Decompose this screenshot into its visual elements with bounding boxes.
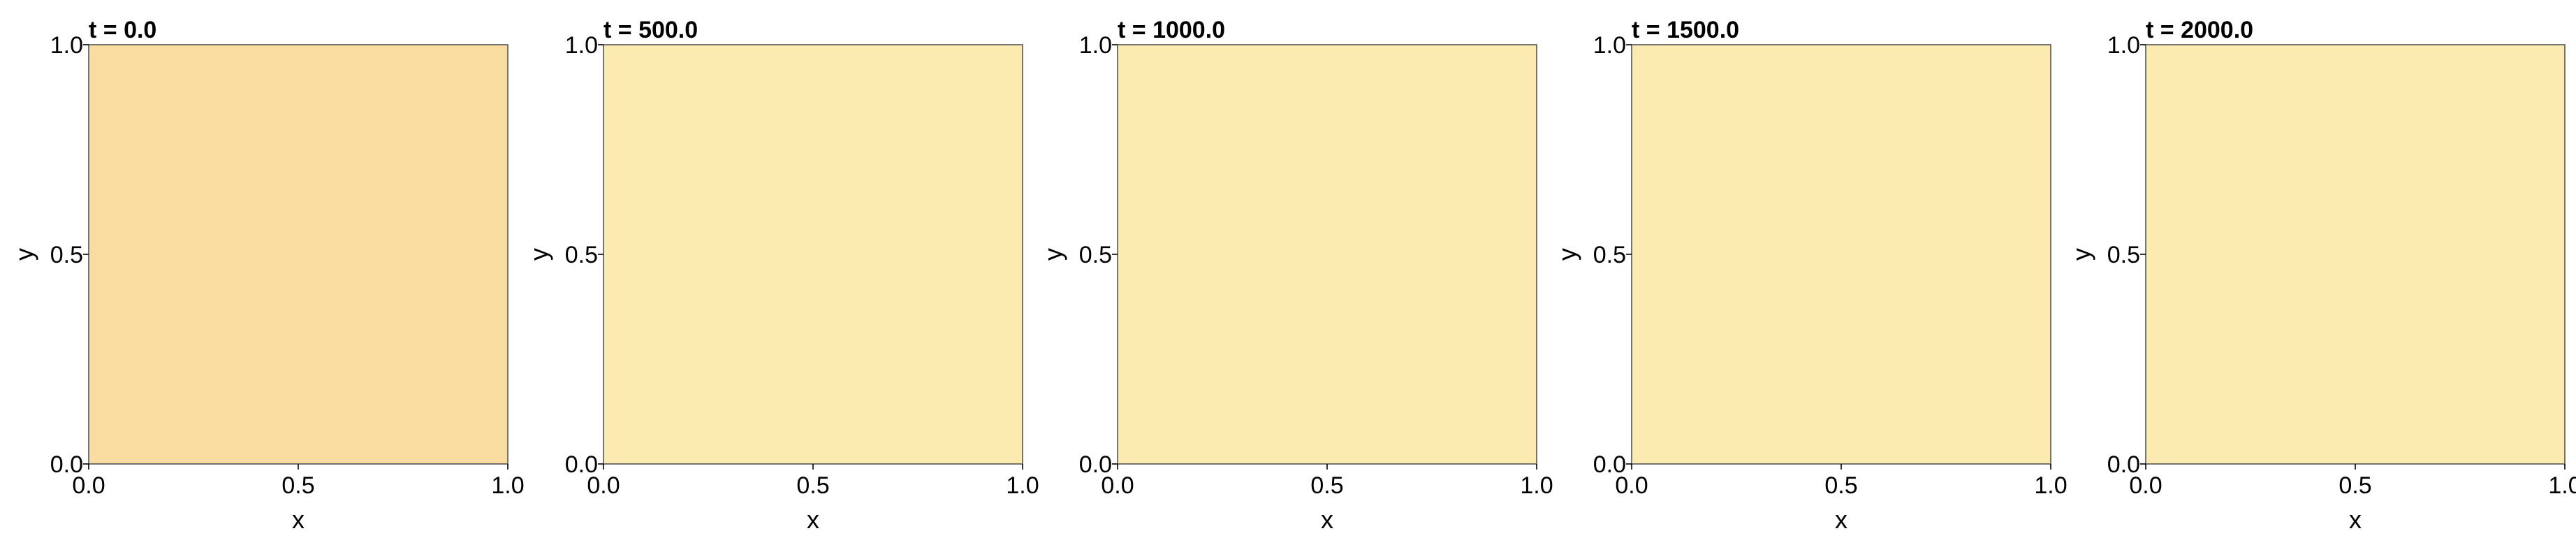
x-tick-label: 0.0	[72, 472, 105, 499]
y-tick-label: 0.5	[565, 242, 598, 268]
x-tick-label: 0.5	[1310, 472, 1343, 499]
y-tick-label: 1.0	[565, 32, 598, 59]
panel-1: t = 0.0 0.0 0.5 1.0 0.0 0.5 1.0 x y	[10, 17, 525, 534]
y-tick-label: 0.0	[50, 451, 83, 478]
y-tick-label: 0.5	[50, 242, 83, 268]
panel-5: t = 2000.0 0.0 0.5 1.0 0.0 0.5 1.0 x y	[2067, 17, 2576, 534]
panel-3: t = 1000.0 0.0 0.5 1.0 0.0 0.5 1.0 x y	[1039, 17, 1553, 534]
y-tick-label: 1.0	[1593, 32, 1626, 59]
x-axis-label: x	[807, 505, 819, 534]
panel-title: t = 2000.0	[2146, 17, 2253, 43]
y-axis-label: y	[2067, 248, 2095, 261]
x-axis-label: x	[1835, 505, 1847, 534]
y-tick-label: 0.5	[1593, 242, 1626, 268]
x-tick-label: 1.0	[2034, 472, 2067, 499]
panel-title: t = 500.0	[603, 17, 698, 43]
x-tick-label: 1.0	[1520, 472, 1553, 499]
heatmap-field	[89, 45, 508, 464]
panel-title: t = 1000.0	[1118, 17, 1225, 43]
y-tick-label: 0.0	[1079, 451, 1112, 478]
panel-2: t = 500.0 0.0 0.5 1.0 0.0 0.5 1.0 x y	[525, 17, 1039, 534]
y-axis-label: y	[525, 248, 553, 261]
y-tick-label: 1.0	[2107, 32, 2140, 59]
y-tick-label: 1.0	[1079, 32, 1112, 59]
x-tick-label: 1.0	[2548, 472, 2576, 499]
x-tick-label: 0.5	[2339, 472, 2371, 499]
x-tick-label: 1.0	[1006, 472, 1039, 499]
panel-4: t = 1500.0 0.0 0.5 1.0 0.0 0.5 1.0 x y	[1553, 17, 2068, 534]
y-tick-label: 0.0	[2107, 451, 2140, 478]
y-tick-label: 0.5	[2107, 242, 2140, 268]
x-axis-label: x	[292, 505, 305, 534]
y-axis-label: y	[1039, 248, 1067, 261]
x-tick-label: 0.5	[281, 472, 314, 499]
x-tick-label: 0.5	[1824, 472, 1857, 499]
heatmap-field	[2146, 45, 2565, 464]
x-tick-label: 0.0	[2129, 472, 2162, 499]
heatmap-field	[1118, 45, 1537, 464]
heatmap-field	[603, 45, 1023, 464]
y-axis-label: y	[1553, 248, 1581, 261]
x-tick-label: 1.0	[491, 472, 524, 499]
y-tick-label: 0.0	[1593, 451, 1626, 478]
y-axis-label: y	[10, 248, 38, 261]
panel-title: t = 1500.0	[1632, 17, 1739, 43]
y-tick-label: 1.0	[50, 32, 83, 59]
x-tick-label: 0.0	[1615, 472, 1648, 499]
x-tick-label: 0.0	[1101, 472, 1134, 499]
y-tick-label: 0.5	[1079, 242, 1112, 268]
heatmap-field	[1632, 45, 2051, 464]
x-axis-label: x	[1321, 505, 1333, 534]
x-tick-label: 0.5	[796, 472, 829, 499]
panel-title: t = 0.0	[89, 17, 156, 43]
x-axis-label: x	[2349, 505, 2362, 534]
x-tick-label: 0.0	[587, 472, 620, 499]
y-tick-label: 0.0	[565, 451, 598, 478]
